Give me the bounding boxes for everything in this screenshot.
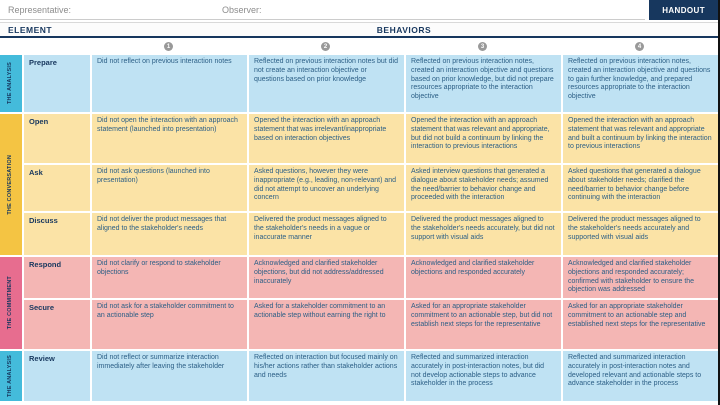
section-the-commitment: THE COMMITMENT Respond Did not clarify o…	[0, 257, 718, 349]
element-label: Secure	[24, 300, 90, 349]
rubric-table: THE ANALYSIS Prepare Did not reflect on …	[0, 55, 720, 401]
element-column-header: ELEMENT	[8, 25, 53, 35]
rating-circle-3: 3	[478, 42, 487, 51]
behavior-cell-1: Did not reflect or summarize interaction…	[92, 351, 247, 401]
top-bar: Representative: Observer: HANDOUT	[0, 0, 720, 22]
behavior-cell-4: Reflected on previous interaction notes,…	[563, 55, 718, 112]
behavior-cell-1: Did not ask for a stakeholder commitment…	[92, 300, 247, 349]
handout-badge: HANDOUT	[649, 0, 718, 20]
table-row-review: Review Did not reflect or summarize inte…	[24, 351, 718, 401]
section-sidebar: THE ANALYSIS	[0, 55, 22, 112]
table-row-prepare: Prepare Did not reflect on previous inte…	[24, 55, 718, 112]
behavior-cell-3: Reflected on previous interaction notes,…	[406, 55, 561, 112]
table-row-ask: Ask Did not ask questions (launched into…	[24, 165, 718, 211]
rating-circle-4: 4	[635, 42, 644, 51]
section-sidebar: THE ANALYSIS	[0, 351, 22, 401]
rating-circle-2: 2	[321, 42, 330, 51]
element-label: Ask	[24, 165, 90, 211]
section-sidebar: THE CONVERSATION	[0, 114, 22, 255]
behavior-cell-2: Asked for a stakeholder commitment to an…	[249, 300, 404, 349]
behavior-cell-4: Delivered the product messages aligned t…	[563, 213, 718, 255]
section-label: THE COMMITMENT	[7, 276, 14, 330]
element-label: Open	[24, 114, 90, 163]
element-label: Review	[24, 351, 90, 401]
section-label: THE ANALYSIS	[7, 354, 14, 398]
rating-circle-1: 1	[164, 42, 173, 51]
section-the-analysis-bottom: THE ANALYSIS Review Did not reflect or s…	[0, 351, 718, 401]
behavior-cell-3: Asked interview questions that generated…	[406, 165, 561, 211]
section-label: THE ANALYSIS	[7, 62, 14, 105]
behaviors-column-header: BEHAVIORS	[376, 25, 432, 35]
behavior-cell-2: Reflected on previous interaction notes …	[249, 55, 404, 112]
behavior-cell-2: Asked questions, however they were inapp…	[249, 165, 404, 211]
behavior-cell-3: Opened the interaction with an approach …	[406, 114, 561, 163]
section-the-analysis-top: THE ANALYSIS Prepare Did not reflect on …	[0, 55, 718, 112]
behavior-cell-4: Acknowledged and clarified stakeholder o…	[563, 257, 718, 298]
table-row-discuss: Discuss Did not deliver the product mess…	[24, 213, 718, 255]
behavior-cell-1: Did not ask questions (launched into pre…	[92, 165, 247, 211]
behavior-cell-1: Did not deliver the product messages tha…	[92, 213, 247, 255]
behavior-cell-4: Asked questions that generated a dialogu…	[563, 165, 718, 211]
behavior-cell-4: Asked for an appropriate stakeholder com…	[563, 300, 718, 349]
table-row-open: Open Did not open the interaction with a…	[24, 114, 718, 163]
behavior-cell-3: Asked for an appropriate stakeholder com…	[406, 300, 561, 349]
rating-scale-row: 1 2 3 4	[0, 38, 720, 55]
element-label: Respond	[24, 257, 90, 298]
behavior-cell-2: Opened the interaction with an approach …	[249, 114, 404, 163]
observer-label: Observer:	[222, 5, 262, 15]
table-row-respond: Respond Did not clarify or respond to st…	[24, 257, 718, 298]
element-label: Discuss	[24, 213, 90, 255]
behavior-cell-3: Acknowledged and clarified stakeholder o…	[406, 257, 561, 298]
representative-label: Representative:	[8, 5, 72, 15]
section-label: THE CONVERSATION	[7, 154, 14, 215]
section-the-conversation: THE CONVERSATION Open Did not open the i…	[0, 114, 718, 255]
behavior-cell-3: Reflected and summarized interaction acc…	[406, 351, 561, 401]
behavior-cell-3: Delivered the product messages aligned t…	[406, 213, 561, 255]
section-sidebar: THE COMMITMENT	[0, 257, 22, 349]
behavior-cell-1: Did not reflect on previous interaction …	[92, 55, 247, 112]
fill-in-line	[0, 19, 645, 20]
behavior-cell-2: Acknowledged and clarified stakeholder o…	[249, 257, 404, 298]
behavior-cell-4: Opened the interaction with an approach …	[563, 114, 718, 163]
behavior-cell-2: Delivered the product messages aligned t…	[249, 213, 404, 255]
behavior-cell-1: Did not clarify or respond to stakeholde…	[92, 257, 247, 298]
behavior-cell-1: Did not open the interaction with an app…	[92, 114, 247, 163]
behavior-cell-2: Reflected on interaction but focused mai…	[249, 351, 404, 401]
element-label: Prepare	[24, 55, 90, 112]
behavior-cell-4: Reflected and summarized interaction acc…	[563, 351, 718, 401]
page-right-edge	[718, 0, 720, 405]
table-row-secure: Secure Did not ask for a stakeholder com…	[24, 300, 718, 349]
table-header: ELEMENT BEHAVIORS	[0, 22, 720, 38]
